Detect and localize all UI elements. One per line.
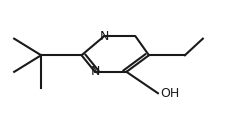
- Text: OH: OH: [160, 87, 179, 100]
- Text: N: N: [99, 30, 108, 43]
- Text: N: N: [90, 65, 99, 78]
